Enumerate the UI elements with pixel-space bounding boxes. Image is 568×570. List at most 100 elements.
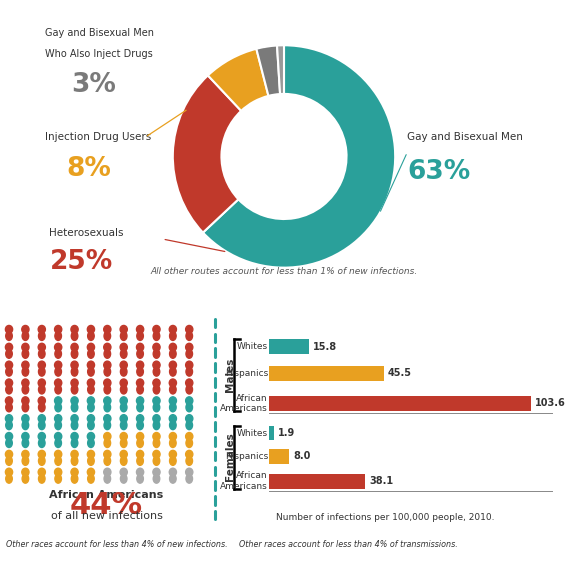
Circle shape xyxy=(22,468,29,476)
Circle shape xyxy=(120,433,127,441)
Circle shape xyxy=(22,361,29,369)
Ellipse shape xyxy=(104,457,111,465)
Bar xyxy=(269,449,289,463)
Text: 103.6: 103.6 xyxy=(534,398,565,408)
Ellipse shape xyxy=(6,332,12,340)
Circle shape xyxy=(153,468,160,476)
Circle shape xyxy=(169,397,177,405)
Circle shape xyxy=(22,343,29,351)
Ellipse shape xyxy=(22,474,28,483)
Ellipse shape xyxy=(137,367,143,376)
Circle shape xyxy=(71,414,78,422)
Circle shape xyxy=(186,414,193,422)
Ellipse shape xyxy=(104,438,111,447)
Circle shape xyxy=(55,325,62,333)
Circle shape xyxy=(120,414,127,422)
Circle shape xyxy=(136,325,144,333)
Circle shape xyxy=(186,450,193,458)
Text: 63%: 63% xyxy=(407,159,471,185)
Circle shape xyxy=(120,468,127,476)
Ellipse shape xyxy=(6,438,12,447)
Ellipse shape xyxy=(120,457,127,465)
Ellipse shape xyxy=(87,438,94,447)
Ellipse shape xyxy=(120,474,127,483)
Ellipse shape xyxy=(22,385,28,394)
Ellipse shape xyxy=(104,421,111,430)
Circle shape xyxy=(104,433,111,441)
Ellipse shape xyxy=(137,457,143,465)
Ellipse shape xyxy=(153,332,160,340)
Circle shape xyxy=(71,379,78,387)
Ellipse shape xyxy=(186,474,193,483)
Circle shape xyxy=(186,361,193,369)
Circle shape xyxy=(87,325,94,333)
Ellipse shape xyxy=(55,367,61,376)
Ellipse shape xyxy=(170,367,176,376)
Circle shape xyxy=(136,397,144,405)
Circle shape xyxy=(87,433,94,441)
Circle shape xyxy=(71,343,78,351)
Ellipse shape xyxy=(104,385,111,394)
Ellipse shape xyxy=(104,403,111,412)
Ellipse shape xyxy=(71,349,78,359)
Ellipse shape xyxy=(55,474,61,483)
Ellipse shape xyxy=(87,403,94,412)
Circle shape xyxy=(153,450,160,458)
Wedge shape xyxy=(208,49,269,111)
Circle shape xyxy=(71,468,78,476)
Ellipse shape xyxy=(87,474,94,483)
Ellipse shape xyxy=(55,403,61,412)
Ellipse shape xyxy=(186,438,193,447)
Circle shape xyxy=(186,397,193,405)
Ellipse shape xyxy=(120,367,127,376)
Circle shape xyxy=(38,450,45,458)
Text: Route of Transmission: Route of Transmission xyxy=(180,21,388,39)
Circle shape xyxy=(6,468,12,476)
Bar xyxy=(269,366,384,381)
Ellipse shape xyxy=(22,457,28,465)
Text: Number of infections per 100,000 people, 2010.: Number of infections per 100,000 people,… xyxy=(276,514,495,522)
Ellipse shape xyxy=(87,349,94,359)
Circle shape xyxy=(186,325,193,333)
Ellipse shape xyxy=(170,421,176,430)
Circle shape xyxy=(186,379,193,387)
Text: Gay and Bisexual Men: Gay and Bisexual Men xyxy=(45,28,154,38)
Ellipse shape xyxy=(39,385,45,394)
Circle shape xyxy=(22,414,29,422)
Ellipse shape xyxy=(153,438,160,447)
Ellipse shape xyxy=(170,474,176,483)
Text: Other races account for less than 4% of new infections.: Other races account for less than 4% of … xyxy=(6,540,227,549)
Ellipse shape xyxy=(22,438,28,447)
Ellipse shape xyxy=(186,332,193,340)
Circle shape xyxy=(104,397,111,405)
Ellipse shape xyxy=(153,349,160,359)
Circle shape xyxy=(71,433,78,441)
Circle shape xyxy=(104,414,111,422)
Ellipse shape xyxy=(6,474,12,483)
Circle shape xyxy=(71,325,78,333)
Text: Injection Drug Users: Injection Drug Users xyxy=(45,132,151,142)
Circle shape xyxy=(55,361,62,369)
Ellipse shape xyxy=(22,421,28,430)
Ellipse shape xyxy=(137,421,143,430)
Circle shape xyxy=(120,379,127,387)
Circle shape xyxy=(120,325,127,333)
Ellipse shape xyxy=(153,385,160,394)
Circle shape xyxy=(87,450,94,458)
Text: Males: Males xyxy=(225,357,235,392)
Text: Whites: Whites xyxy=(237,343,268,351)
Ellipse shape xyxy=(39,349,45,359)
Ellipse shape xyxy=(22,367,28,376)
Text: 1.9: 1.9 xyxy=(278,428,295,438)
Ellipse shape xyxy=(6,349,12,359)
Ellipse shape xyxy=(186,385,193,394)
Ellipse shape xyxy=(71,438,78,447)
Ellipse shape xyxy=(120,421,127,430)
Ellipse shape xyxy=(137,474,143,483)
Circle shape xyxy=(6,343,12,351)
Circle shape xyxy=(169,361,177,369)
Circle shape xyxy=(136,361,144,369)
Circle shape xyxy=(169,468,177,476)
Ellipse shape xyxy=(153,474,160,483)
Ellipse shape xyxy=(87,332,94,340)
